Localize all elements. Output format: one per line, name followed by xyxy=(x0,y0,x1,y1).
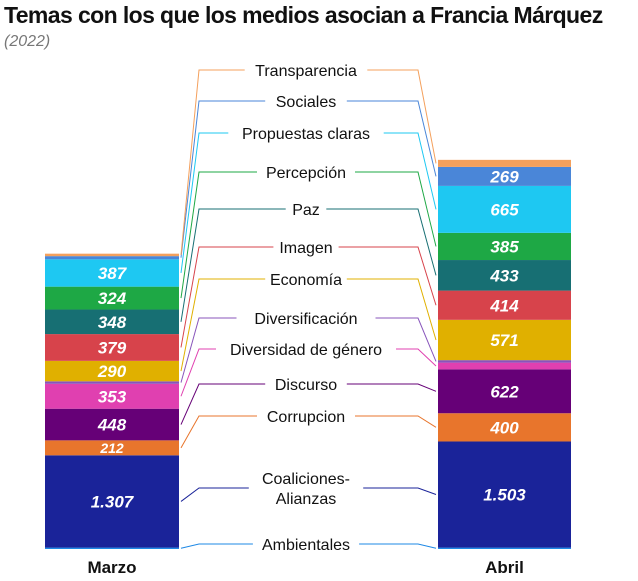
bar-segment-propuestas-claras-marzo xyxy=(45,259,179,287)
bar-segment-diversidad-de-genero-abril xyxy=(438,362,571,370)
bar-segment-economia-abril xyxy=(438,319,571,361)
value-label-corrupcion-marzo: 212 xyxy=(99,440,124,456)
connector-right-transparencia xyxy=(367,69,437,164)
connector-left-paz xyxy=(180,208,286,322)
value-label-coaliciones-alianzas-marzo: 1.307 xyxy=(91,493,135,512)
connector-left-percepcion xyxy=(180,171,257,299)
category-label-sociales: Sociales xyxy=(276,94,336,111)
bar-segment-imagen-marzo xyxy=(45,334,179,361)
bar-segment-corrupcion-abril xyxy=(438,413,571,442)
bar-segment-percepcion-marzo xyxy=(45,286,179,310)
connector-right-sociales xyxy=(346,100,437,177)
connector-left-imagen xyxy=(180,246,274,348)
category-label-percepcion: Percepción xyxy=(266,165,346,182)
bar-segment-corrupcion-marzo xyxy=(45,440,179,456)
value-label-discurso-marzo: 448 xyxy=(97,416,127,435)
category-label-coaliciones-alianzas: Alianzas xyxy=(276,491,336,508)
value-label-discurso-abril: 622 xyxy=(490,382,519,401)
category-label-economia: Economía xyxy=(270,272,342,289)
bar-segment-ambientales-abril xyxy=(438,547,571,549)
value-label-sociales-abril: 269 xyxy=(489,168,519,187)
value-label-propuestas-claras-abril: 665 xyxy=(490,200,519,219)
bar-segment-sociales-abril xyxy=(438,166,571,186)
bar-segment-imagen-abril xyxy=(438,290,571,320)
value-label-percepcion-marzo: 324 xyxy=(98,289,127,308)
value-label-corrupcion-abril: 400 xyxy=(489,418,519,437)
connector-left-sociales xyxy=(180,100,266,258)
chart-title: Temas con los que los medios asocian a F… xyxy=(4,2,603,28)
bar-segment-percepcion-abril xyxy=(438,232,571,261)
connector-left-corrupcion xyxy=(180,415,257,449)
category-label-discurso: Discurso xyxy=(275,377,337,394)
connector-right-corrupcion xyxy=(355,415,437,428)
bar-segment-propuestas-claras-abril xyxy=(438,185,571,233)
category-label-imagen: Imagen xyxy=(279,240,332,257)
connector-left-diversificacion xyxy=(180,317,237,383)
bar-segment-diversidad-de-genero-marzo xyxy=(45,383,179,409)
connector-left-ambientales xyxy=(180,543,253,549)
connector-right-propuestas-claras xyxy=(383,132,437,210)
value-label-paz-marzo: 348 xyxy=(98,313,127,332)
bar-segment-paz-marzo xyxy=(45,309,179,335)
connector-left-transparencia xyxy=(180,69,245,255)
bar-segment-economia-marzo xyxy=(45,360,179,382)
bar-segment-paz-abril xyxy=(438,260,571,291)
category-label-transparencia: Transparencia xyxy=(255,63,357,80)
connector-left-coaliciones-alianzas xyxy=(180,487,249,502)
bar-segment-discurso-marzo xyxy=(45,408,179,441)
category-label-coaliciones-alianzas: Coaliciones- xyxy=(262,471,350,488)
category-label-diversidad-de-genero: Diversidad de género xyxy=(230,342,382,359)
bar-segment-coaliciones-alianzas-marzo xyxy=(45,455,179,548)
connector-right-coaliciones-alianzas xyxy=(363,487,437,496)
connector-left-economia xyxy=(180,278,266,372)
bar-segment-transparencia-marzo xyxy=(45,253,179,257)
connector-right-discurso xyxy=(346,383,437,392)
bar-segment-diversificacion-abril xyxy=(438,360,571,363)
value-label-economia-abril: 571 xyxy=(490,331,518,350)
category-label-diversificacion: Diversificación xyxy=(254,311,357,328)
connector-right-percepcion xyxy=(355,171,437,247)
axis-label-marzo: Marzo xyxy=(87,558,136,577)
bar-segment-transparencia-abril xyxy=(438,159,571,167)
axis-label-abril: Abril xyxy=(485,558,524,577)
connector-right-economia xyxy=(346,278,437,341)
category-label-corrupcion: Corrupcion xyxy=(267,409,345,426)
connector-right-imagen xyxy=(338,246,437,306)
category-label-ambientales: Ambientales xyxy=(262,537,350,554)
connector-left-diversidad-de-genero xyxy=(180,348,216,397)
bar-segment-sociales-marzo xyxy=(45,256,179,260)
connector-left-discurso xyxy=(180,383,266,425)
value-label-percepcion-abril: 385 xyxy=(490,238,519,257)
bar-segment-diversificacion-marzo xyxy=(45,381,179,384)
value-label-paz-abril: 433 xyxy=(489,266,519,285)
bar-segment-coaliciones-alianzas-abril xyxy=(438,441,571,548)
connector-right-diversidad-de-genero xyxy=(396,348,437,367)
bar-segment-ambientales-marzo xyxy=(45,547,179,549)
connector-right-diversificacion xyxy=(375,317,437,362)
value-label-propuestas-claras-marzo: 387 xyxy=(98,264,128,283)
value-label-economia-marzo: 290 xyxy=(97,362,127,381)
chart-subtitle: (2022) xyxy=(4,33,51,50)
category-label-paz: Paz xyxy=(292,202,320,219)
connector-left-propuestas-claras xyxy=(180,132,229,274)
connector-right-paz xyxy=(326,208,437,276)
value-label-imagen-marzo: 379 xyxy=(98,339,127,358)
value-label-coaliciones-alianzas-abril: 1.503 xyxy=(483,486,526,505)
value-label-imagen-abril: 414 xyxy=(489,296,519,315)
bar-segment-discurso-abril xyxy=(438,369,571,414)
category-label-propuestas-claras: Propuestas claras xyxy=(242,126,370,143)
connector-right-ambientales xyxy=(359,543,437,549)
value-label-diversidad-de-genero-marzo: 353 xyxy=(98,387,127,406)
